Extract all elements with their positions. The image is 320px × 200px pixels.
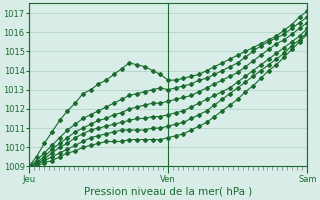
X-axis label: Pression niveau de la mer( hPa ): Pression niveau de la mer( hPa ) <box>84 187 252 197</box>
